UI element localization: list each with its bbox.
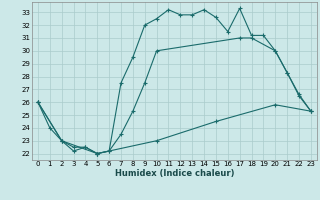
- X-axis label: Humidex (Indice chaleur): Humidex (Indice chaleur): [115, 169, 234, 178]
